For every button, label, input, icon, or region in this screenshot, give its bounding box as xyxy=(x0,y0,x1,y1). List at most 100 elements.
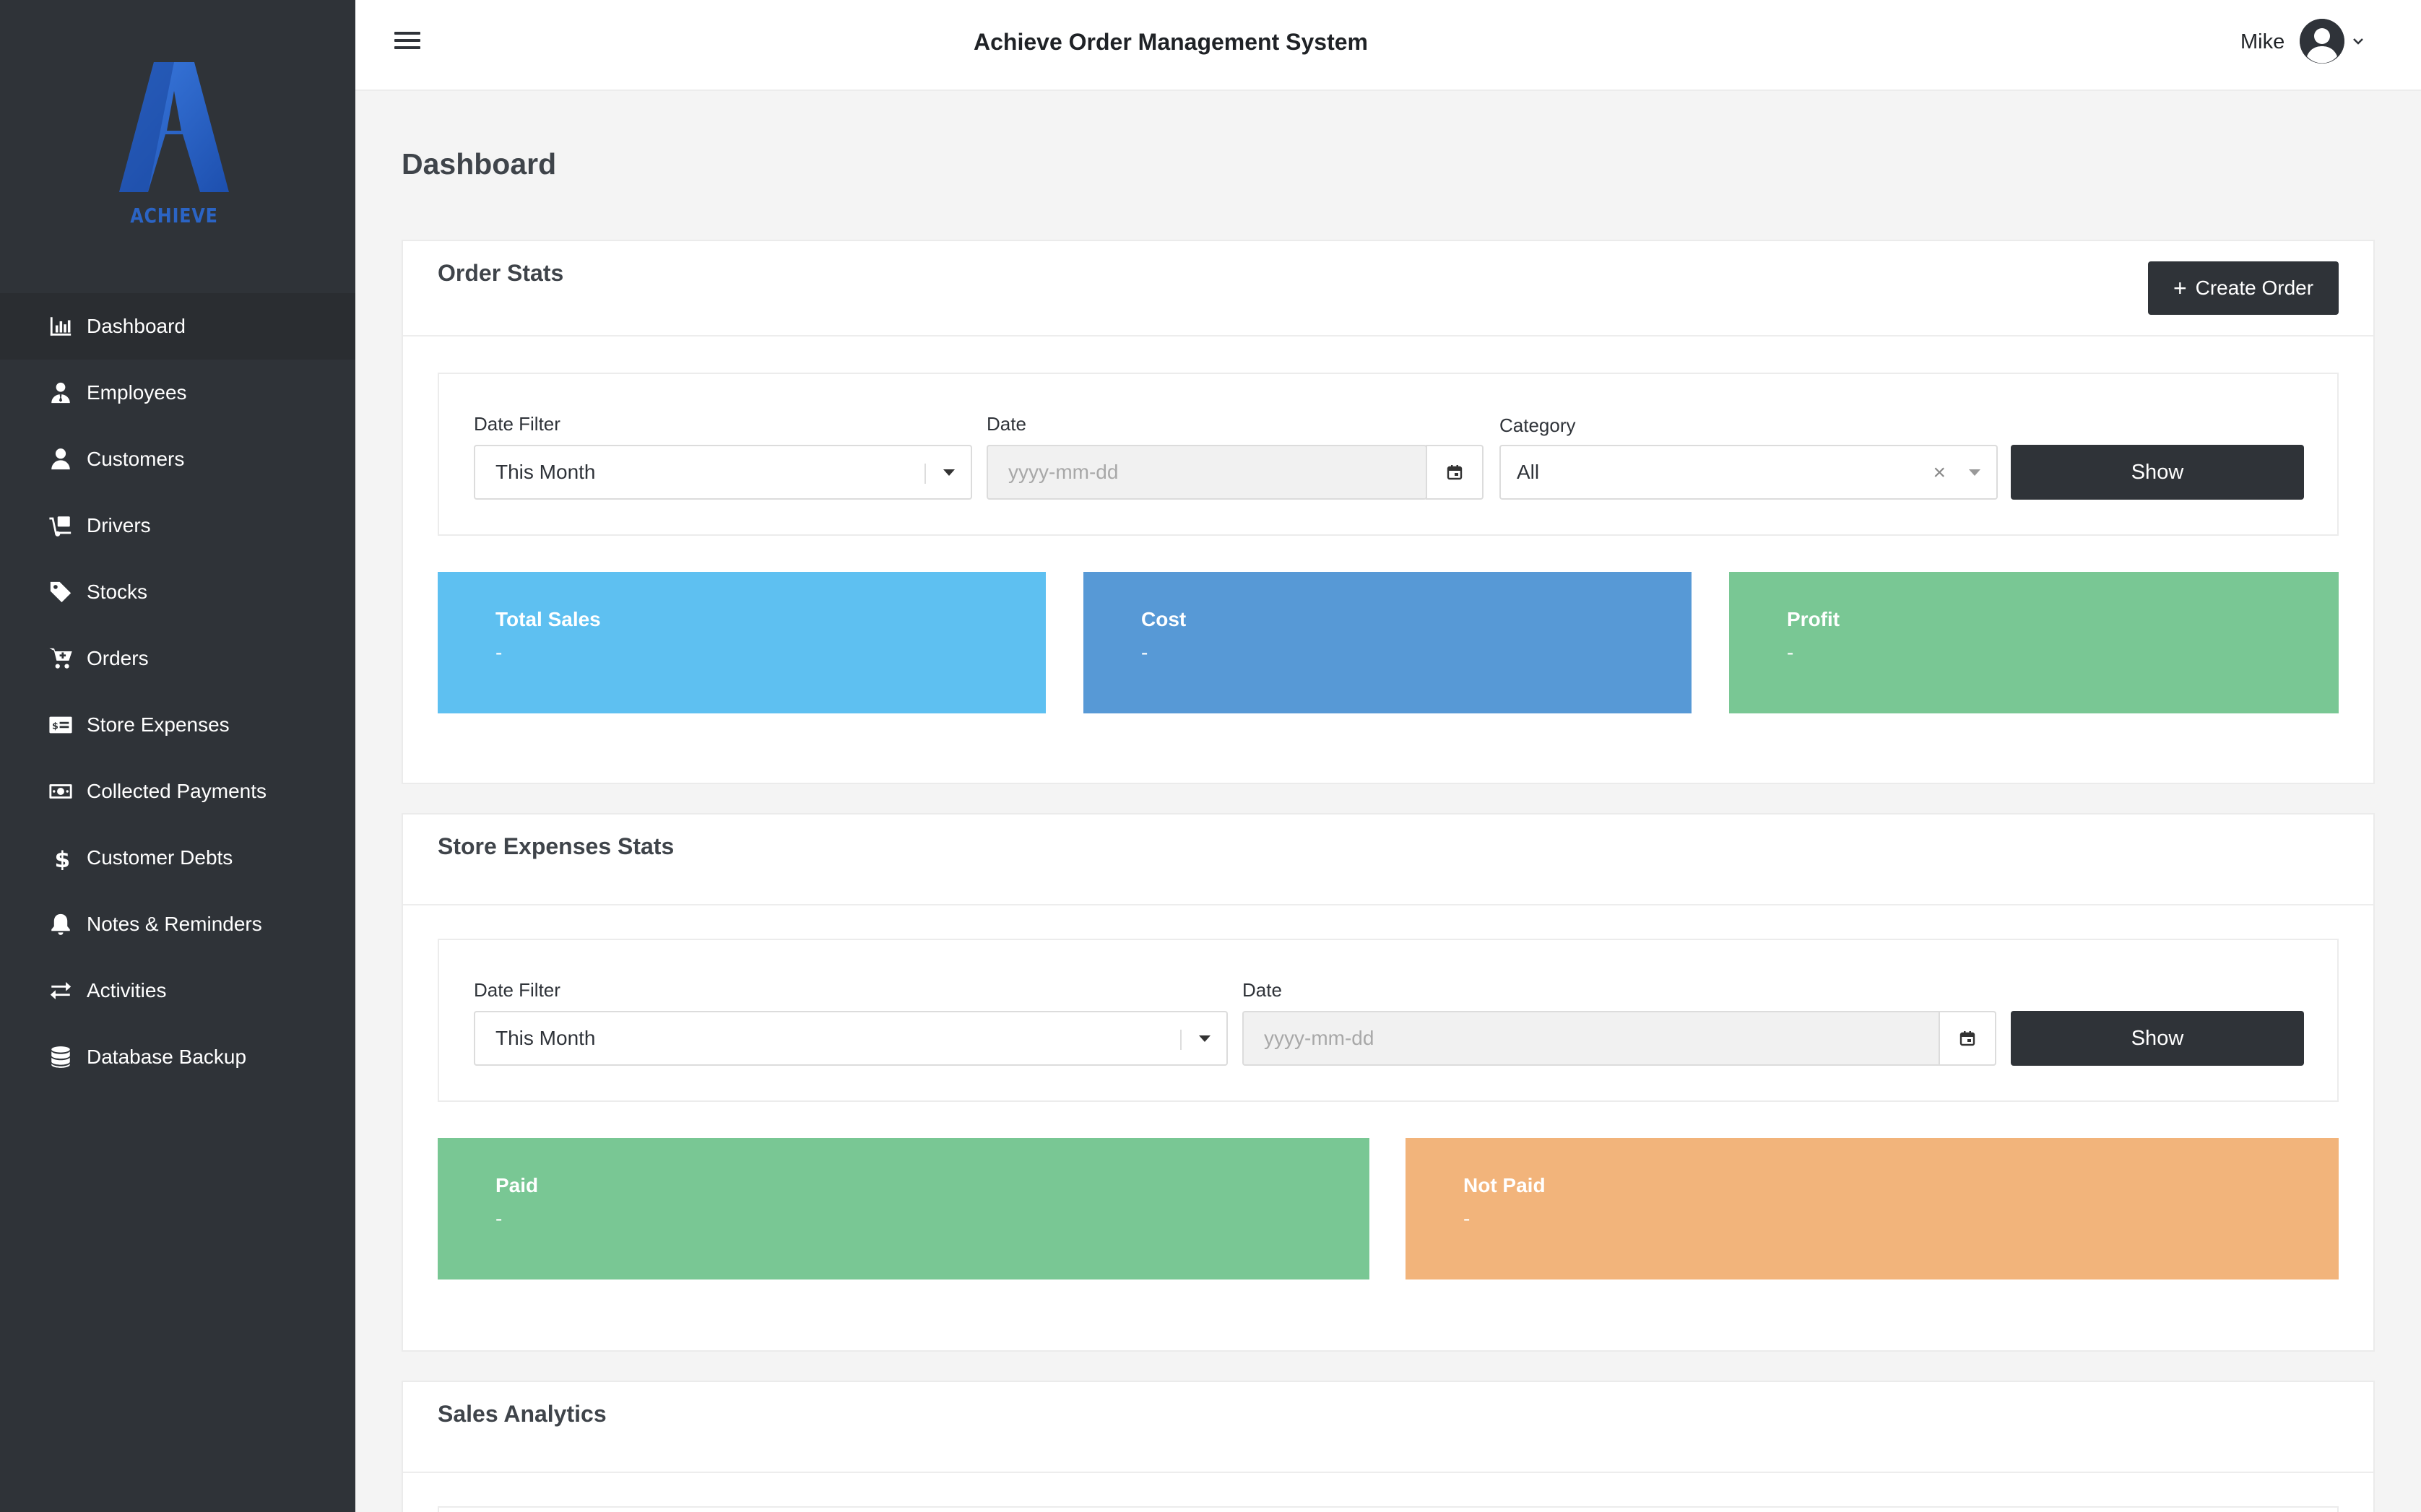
plus-icon: + xyxy=(2173,274,2187,301)
calendar-button[interactable] xyxy=(1939,1011,1996,1066)
caret-down-icon xyxy=(1969,469,1980,476)
calendar-button[interactable] xyxy=(1426,445,1484,500)
money-check-icon: $ xyxy=(46,711,75,739)
stat-title: Paid xyxy=(495,1174,539,1196)
sidebar-item-label: Store Expenses xyxy=(87,713,230,736)
sidebar-item-label: Database Backup xyxy=(87,1046,247,1068)
stat-title: Cost xyxy=(1141,608,1187,630)
top-header: Achieve Order Management System Mike xyxy=(355,0,2421,91)
card-header: Store Expenses Stats xyxy=(403,814,2373,905)
order-show-button[interactable]: Show xyxy=(2011,445,2304,500)
sidebar-item-database-backup[interactable]: Database Backup xyxy=(0,1024,355,1090)
order-filter-panel: Date Filter This Month Date yyyy-mm-dd C… xyxy=(438,373,2339,536)
tag-icon xyxy=(46,578,75,607)
calendar-icon xyxy=(1447,465,1463,480)
date-label: Date xyxy=(1242,979,1282,1001)
stat-value: - xyxy=(1141,641,1148,664)
card-title: Store Expenses Stats xyxy=(438,833,675,859)
sidebar-item-label: Employees xyxy=(87,381,187,404)
sidebar-item-notes-reminders[interactable]: Notes & Reminders xyxy=(0,891,355,957)
sidebar-item-employees[interactable]: Employees xyxy=(0,360,355,426)
sidebar: ACHIEVE Dashboard Employees Customers Dr… xyxy=(0,0,355,1512)
date-filter-label: Date Filter xyxy=(474,413,560,435)
total-sales-card: Total Sales - xyxy=(438,572,1046,713)
date-filter-label: Date Filter xyxy=(474,979,560,1001)
database-icon xyxy=(46,1043,75,1072)
sidebar-item-customers[interactable]: Customers xyxy=(0,426,355,492)
caret-down-icon xyxy=(943,469,955,476)
date-placeholder: yyyy-mm-dd xyxy=(1264,1027,1374,1049)
category-value: All xyxy=(1517,461,1540,483)
sidebar-item-customer-debts[interactable]: $ Customer Debts xyxy=(0,825,355,891)
date-input[interactable]: yyyy-mm-dd xyxy=(1242,1011,1941,1066)
dollar-sign-icon: $ xyxy=(46,843,75,872)
date-filter-select[interactable]: This Month xyxy=(474,445,972,500)
card-header: Order Stats + Create Order xyxy=(403,241,2373,336)
sidebar-item-label: Customer Debts xyxy=(87,846,233,869)
exchange-icon xyxy=(46,976,75,1005)
user-name[interactable]: Mike xyxy=(2240,30,2285,53)
date-input[interactable]: yyyy-mm-dd xyxy=(987,445,1427,500)
sidebar-item-stocks[interactable]: Stocks xyxy=(0,559,355,625)
calendar-icon xyxy=(1959,1031,1975,1046)
sidebar-item-label: Customers xyxy=(87,448,185,470)
user-tie-icon xyxy=(46,378,75,407)
sidebar-nav: Dashboard Employees Customers Drivers St… xyxy=(0,293,355,1090)
achieve-logo[interactable]: ACHIEVE xyxy=(119,62,229,230)
card-header: Sales Analytics xyxy=(403,1382,2373,1473)
stat-value: - xyxy=(495,641,503,664)
sidebar-item-dashboard[interactable]: Dashboard xyxy=(0,293,355,360)
chart-bar-icon xyxy=(46,312,75,341)
sidebar-item-label: Notes & Reminders xyxy=(87,913,262,935)
sidebar-item-activities[interactable]: Activities xyxy=(0,957,355,1024)
stat-value: - xyxy=(1787,641,1794,664)
hamburger-menu-icon[interactable] xyxy=(394,32,420,58)
cost-card: Cost - xyxy=(1083,572,1692,713)
paid-card: Paid - xyxy=(438,1138,1369,1279)
sidebar-item-orders[interactable]: Orders xyxy=(0,625,355,692)
date-filter-value: This Month xyxy=(495,461,596,483)
not-paid-card: Not Paid - xyxy=(1406,1138,2339,1279)
sidebar-item-label: Dashboard xyxy=(87,315,186,337)
sidebar-item-label: Collected Payments xyxy=(87,780,267,802)
sidebar-item-label: Activities xyxy=(87,979,167,1002)
user-icon xyxy=(46,445,75,474)
sidebar-item-drivers[interactable]: Drivers xyxy=(0,492,355,559)
date-placeholder: yyyy-mm-dd xyxy=(1008,461,1119,483)
bell-icon xyxy=(46,910,75,939)
sidebar-item-label: Drivers xyxy=(87,514,151,536)
money-bill-icon xyxy=(46,777,75,806)
expenses-filter-panel: Date Filter This Month Date yyyy-mm-dd S… xyxy=(438,939,2339,1102)
avatar[interactable] xyxy=(2300,19,2344,64)
stat-value: - xyxy=(495,1207,503,1230)
clear-icon[interactable]: × xyxy=(1933,461,1946,485)
stat-title: Total Sales xyxy=(495,608,601,630)
card-title: Sales Analytics xyxy=(438,1401,607,1427)
sidebar-item-store-expenses[interactable]: $ Store Expenses xyxy=(0,692,355,758)
sales-analytics-card: Sales Analytics xyxy=(402,1381,2375,1512)
date-filter-select[interactable]: This Month xyxy=(474,1011,1228,1066)
svg-text:$: $ xyxy=(55,847,71,870)
date-filter-value: This Month xyxy=(495,1027,596,1049)
svg-text:$: $ xyxy=(52,721,59,732)
expenses-show-button[interactable]: Show xyxy=(2011,1011,2304,1066)
achieve-logo-mark xyxy=(119,62,229,192)
store-expenses-card: Store Expenses Stats Date Filter This Mo… xyxy=(402,813,2375,1352)
chevron-down-icon[interactable] xyxy=(2350,33,2366,49)
stat-value: - xyxy=(1463,1207,1471,1230)
category-select[interactable]: All × xyxy=(1499,445,1998,500)
profit-card: Profit - xyxy=(1729,572,2339,713)
sidebar-item-label: Stocks xyxy=(87,581,148,603)
category-label: Category xyxy=(1499,414,1576,436)
create-order-button[interactable]: + Create Order xyxy=(2148,261,2339,315)
caret-down-icon xyxy=(1199,1035,1210,1042)
sidebar-item-label: Orders xyxy=(87,647,149,669)
stat-title: Not Paid xyxy=(1463,1174,1546,1196)
dolly-icon xyxy=(46,511,75,540)
cart-plus-icon xyxy=(46,644,75,673)
date-label: Date xyxy=(987,413,1026,435)
order-stats-card: Order Stats + Create Order Date Filter T… xyxy=(402,240,2375,784)
page-title: Dashboard xyxy=(402,147,557,181)
analytics-panel xyxy=(438,1506,2339,1512)
sidebar-item-collected-payments[interactable]: Collected Payments xyxy=(0,758,355,825)
